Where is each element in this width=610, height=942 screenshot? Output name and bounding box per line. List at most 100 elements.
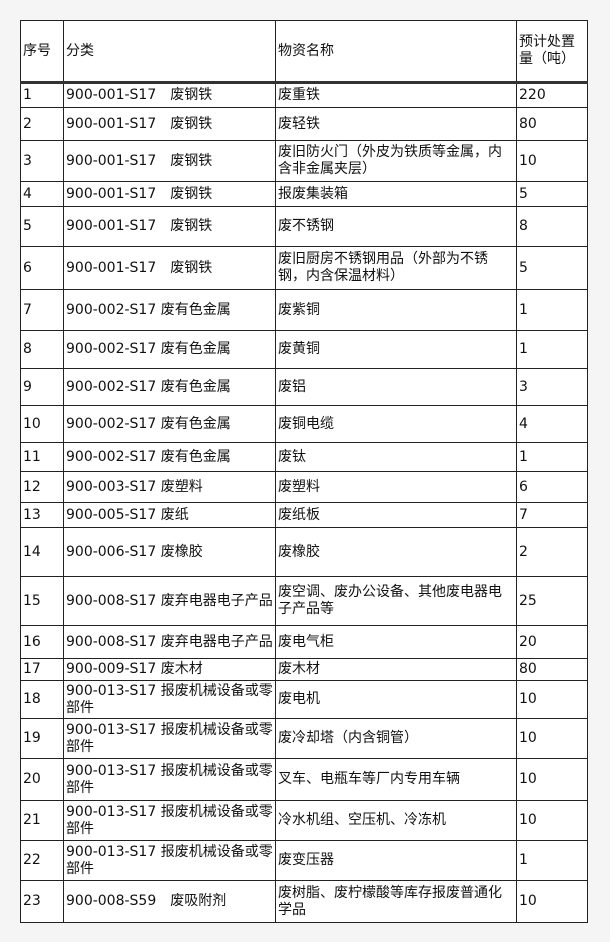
row-material: 叉车、电瓶车等厂内专用车辆 — [275, 758, 517, 801]
row-quantity: 10 — [516, 880, 588, 923]
row-quantity: 8 — [516, 206, 588, 247]
row-index: 3 — [20, 140, 64, 182]
row-quantity: 20 — [516, 625, 588, 659]
row-material: 废木材 — [275, 658, 517, 681]
row-category: 900-006-S17 废橡胶 — [63, 527, 276, 577]
row-material: 冷水机组、空压机、冷冻机 — [275, 800, 517, 841]
row-category: 900-008-S17 废弃电器电子产品 — [63, 576, 276, 626]
row-material: 废紫铜 — [275, 289, 517, 331]
row-category: 900-013-S17 报废机械设备或零部件 — [63, 840, 276, 881]
table-row: 22 900-013-S17 报废机械设备或零部件 废变压器 1 — [20, 840, 588, 881]
row-quantity: 7 — [516, 502, 588, 528]
header-material: 物资名称 — [275, 20, 517, 83]
table-row: 21 900-013-S17 报废机械设备或零部件 冷水机组、空压机、冷冻机 10 — [20, 800, 588, 841]
table-row: 6 900-001-S17 废钢铁 废旧厨房不锈钢用品（外部为不锈钢，内含保温材料）… — [20, 246, 588, 290]
row-material: 废树脂、废柠檬酸等库存报废普通化学品 — [275, 880, 517, 923]
row-index: 20 — [20, 758, 64, 801]
row-quantity: 3 — [516, 368, 588, 406]
table-row: 14 900-006-S17 废橡胶 废橡胶 2 — [20, 527, 588, 577]
row-index: 15 — [20, 576, 64, 626]
table-row: 1 900-001-S17 废钢铁 废重铁 220 — [20, 82, 588, 108]
row-index: 18 — [20, 680, 64, 719]
row-index: 8 — [20, 330, 64, 369]
table-row: 8 900-002-S17 废有色金属 废黄铜 1 — [20, 330, 588, 369]
row-material: 废重铁 — [275, 82, 517, 108]
table-row: 3 900-001-S17 废钢铁 废旧防火门（外皮为铁质等金属，内含非金属夹层） 1… — [20, 140, 588, 182]
row-category: 900-013-S17 报废机械设备或零部件 — [63, 718, 276, 759]
row-category: 900-013-S17 报废机械设备或零部件 — [63, 680, 276, 719]
row-category: 900-008-S17 废弃电器电子产品 — [63, 625, 276, 659]
header-index: 序号 — [20, 20, 64, 83]
row-quantity: 4 — [516, 405, 588, 443]
table-header: 序号 分类 物资名称 预计处置量（吨） — [20, 20, 588, 83]
table-row: 10 900-002-S17 废有色金属 废铜电缆 4 — [20, 405, 588, 443]
table-row: 17 900-009-S17 废木材 废木材 80 — [20, 658, 588, 681]
table-row: 20 900-013-S17 报废机械设备或零部件 叉车、电瓶车等厂内专用车辆 10 — [20, 758, 588, 801]
row-quantity: 220 — [516, 82, 588, 108]
row-material: 废铝 — [275, 368, 517, 406]
row-quantity: 80 — [516, 658, 588, 681]
row-index: 11 — [20, 442, 64, 472]
row-quantity: 10 — [516, 758, 588, 801]
row-quantity: 6 — [516, 471, 588, 503]
row-index: 10 — [20, 405, 64, 443]
row-category: 900-001-S17 废钢铁 — [63, 82, 276, 108]
header-category: 分类 — [63, 20, 276, 83]
row-category: 900-002-S17 废有色金属 — [63, 330, 276, 369]
table-row: 9 900-002-S17 废有色金属 废铝 3 — [20, 368, 588, 406]
row-material: 废铜电缆 — [275, 405, 517, 443]
row-material: 废变压器 — [275, 840, 517, 881]
row-category: 900-002-S17 废有色金属 — [63, 289, 276, 331]
table-row: 15 900-008-S17 废弃电器电子产品 废空调、废办公设备、其他废电器电子产… — [20, 576, 588, 626]
row-index: 7 — [20, 289, 64, 331]
row-index: 6 — [20, 246, 64, 290]
row-quantity: 10 — [516, 680, 588, 719]
row-category: 900-002-S17 废有色金属 — [63, 405, 276, 443]
row-material: 废纸板 — [275, 502, 517, 528]
header-quantity: 预计处置量（吨） — [516, 20, 588, 83]
row-material: 废钛 — [275, 442, 517, 472]
row-category: 900-009-S17 废木材 — [63, 658, 276, 681]
row-category: 900-008-S59 废吸附剂 — [63, 880, 276, 923]
row-index: 22 — [20, 840, 64, 881]
row-category: 900-001-S17 废钢铁 — [63, 206, 276, 247]
table-row: 11 900-002-S17 废有色金属 废钛 1 — [20, 442, 588, 472]
row-category: 900-001-S17 废钢铁 — [63, 107, 276, 141]
row-index: 5 — [20, 206, 64, 247]
row-quantity: 10 — [516, 800, 588, 841]
table-row: 2 900-001-S17 废钢铁 废轻铁 80 — [20, 107, 588, 141]
row-index: 23 — [20, 880, 64, 923]
row-index: 13 — [20, 502, 64, 528]
row-category: 900-001-S17 废钢铁 — [63, 246, 276, 290]
row-material: 废塑料 — [275, 471, 517, 503]
table-row: 16 900-008-S17 废弃电器电子产品 废电气柜 20 — [20, 625, 588, 659]
row-material: 废黄铜 — [275, 330, 517, 369]
row-index: 12 — [20, 471, 64, 503]
row-quantity: 1 — [516, 289, 588, 331]
row-index: 4 — [20, 181, 64, 207]
row-index: 17 — [20, 658, 64, 681]
row-material: 废电气柜 — [275, 625, 517, 659]
table-row: 7 900-002-S17 废有色金属 废紫铜 1 — [20, 289, 588, 331]
row-quantity: 5 — [516, 181, 588, 207]
row-material: 废轻铁 — [275, 107, 517, 141]
table-row: 12 900-003-S17 废塑料 废塑料 6 — [20, 471, 588, 503]
row-quantity: 10 — [516, 718, 588, 759]
row-index: 19 — [20, 718, 64, 759]
row-quantity: 10 — [516, 140, 588, 182]
row-quantity: 25 — [516, 576, 588, 626]
row-quantity: 1 — [516, 840, 588, 881]
row-quantity: 1 — [516, 330, 588, 369]
row-material: 废不锈钢 — [275, 206, 517, 247]
row-material: 废旧厨房不锈钢用品（外部为不锈钢，内含保温材料） — [275, 246, 517, 290]
row-material: 废电机 — [275, 680, 517, 719]
row-category: 900-001-S17 废钢铁 — [63, 140, 276, 182]
table-row: 23 900-008-S59 废吸附剂 废树脂、废柠檬酸等库存报废普通化学品 10 — [20, 880, 588, 923]
row-material: 废冷却塔（内含铜管） — [275, 718, 517, 759]
row-quantity: 80 — [516, 107, 588, 141]
row-index: 14 — [20, 527, 64, 577]
row-material: 废空调、废办公设备、其他废电器电子产品等 — [275, 576, 517, 626]
table-row: 4 900-001-S17 废钢铁 报废集装箱 5 — [20, 181, 588, 207]
row-quantity: 2 — [516, 527, 588, 577]
row-material: 废橡胶 — [275, 527, 517, 577]
